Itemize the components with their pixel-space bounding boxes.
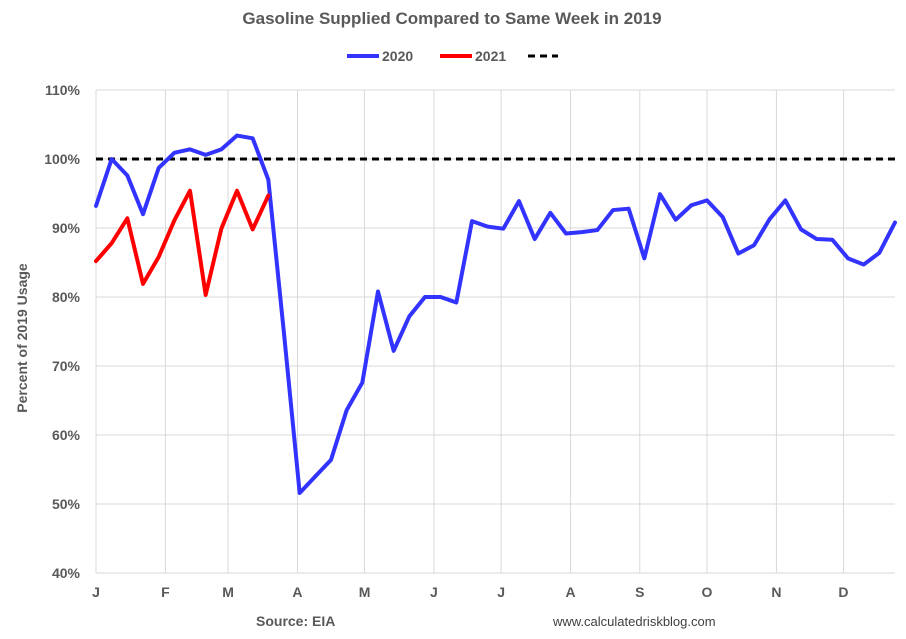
x-tick-label: J (430, 584, 438, 600)
legend-label-2020: 2020 (382, 48, 413, 64)
x-tick-label: D (838, 584, 848, 600)
y-tick-label: 60% (52, 427, 81, 443)
y-axis-ticks: 40% 50% 60% 70% 80% 90% 100% 110% (44, 82, 80, 581)
x-tick-label: O (702, 584, 713, 600)
chart-title: Gasoline Supplied Compared to Same Week … (242, 9, 661, 28)
y-tick-label: 70% (52, 358, 81, 374)
x-tick-label: J (497, 584, 505, 600)
y-axis-label: Percent of 2019 Usage (14, 263, 30, 413)
y-tick-label: 90% (52, 220, 81, 236)
series-lines (94, 133, 897, 495)
legend: 2020 2021 (347, 48, 558, 64)
x-tick-label: M (222, 584, 234, 600)
y-tick-label: 110% (45, 82, 81, 98)
y-tick-label: 100% (44, 151, 80, 167)
source-note: Source: EIA (256, 613, 335, 629)
y-tick-label: 80% (52, 289, 81, 305)
x-tick-label: A (292, 584, 302, 600)
legend-label-2021: 2021 (475, 48, 506, 64)
source-url: www.calculatedriskblog.com (552, 614, 716, 629)
series-line-2020 (94, 133, 897, 495)
x-tick-label: N (771, 584, 781, 600)
x-tick-label: A (565, 584, 575, 600)
y-tick-label: 40% (52, 565, 81, 581)
x-tick-label: F (161, 584, 170, 600)
x-tick-label: M (359, 584, 371, 600)
y-tick-label: 50% (52, 496, 81, 512)
x-tick-label: J (92, 584, 100, 600)
x-tick-label: S (635, 584, 644, 600)
grid (95, 89, 895, 574)
series-line-2021 (94, 188, 271, 297)
